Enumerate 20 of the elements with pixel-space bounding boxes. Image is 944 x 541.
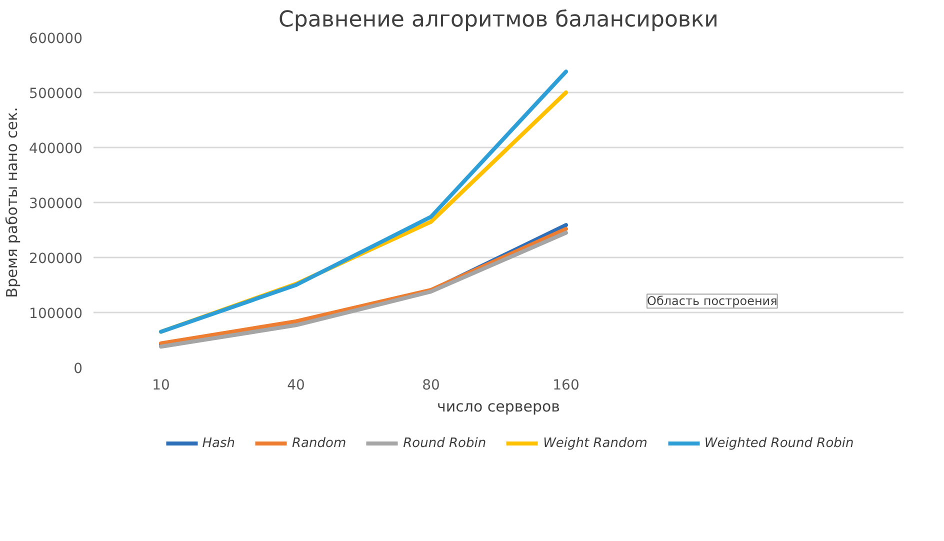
y-tick-label: 100000 [29, 306, 83, 322]
x-tick-label: 80 [422, 378, 440, 394]
x-tick-label: 160 [552, 378, 580, 394]
y-tick-label: 300000 [29, 196, 83, 212]
x-tick-label: 10 [152, 378, 170, 394]
x-tick-label: 40 [287, 378, 305, 394]
legend-label: Weighted Round Robin [704, 436, 854, 450]
y-tick-label: 0 [74, 361, 83, 377]
y-axis-title: Время работы нано сек. [3, 107, 22, 298]
chart-title: Сравнение алгоритмов балансировки [278, 8, 718, 32]
legend-label: Hash [202, 436, 236, 450]
x-axis-title: число серверов [437, 398, 560, 416]
y-tick-label: 600000 [29, 31, 83, 47]
y-tick-label: 400000 [29, 141, 83, 157]
annotation: Область построения [647, 294, 778, 308]
legend-label: Weight Random [543, 436, 648, 450]
legend-label: Random [292, 436, 346, 450]
y-tick-label: 200000 [29, 251, 83, 267]
legend-label: Round Robin [403, 436, 486, 450]
y-tick-label: 500000 [29, 86, 83, 102]
